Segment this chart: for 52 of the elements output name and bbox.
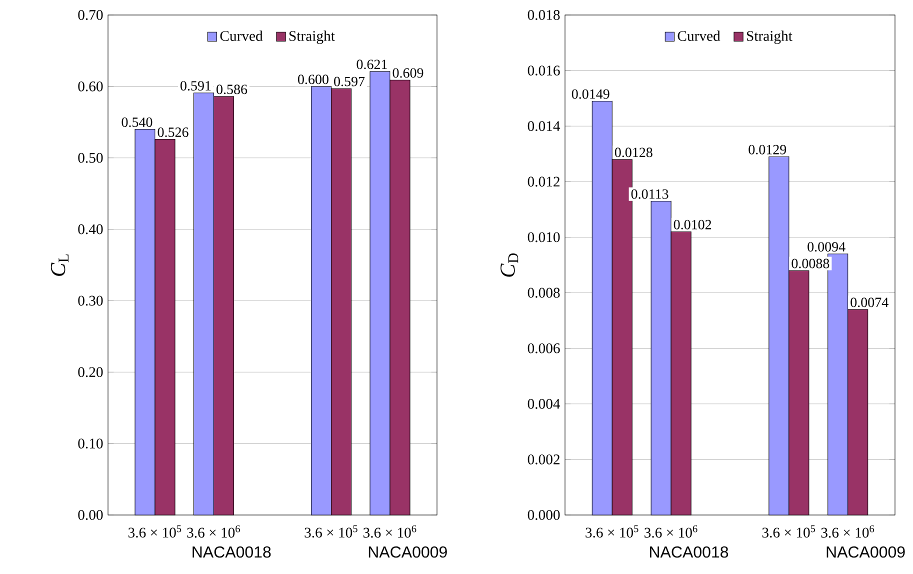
data-label: 0.0128 xyxy=(614,148,652,158)
y-axis-title: C$_{D}$ xyxy=(500,253,518,277)
data-label: 0.0149 xyxy=(572,89,610,99)
y-axis-title: C$_{L}$ xyxy=(50,254,68,276)
y-tick-label: 0.20 xyxy=(78,367,103,378)
y-tick-label: 0.016 xyxy=(528,66,560,76)
text: NACA0018 xyxy=(650,546,728,558)
y-tick-label: 0.006 xyxy=(528,343,560,354)
data-label: 0.0129 xyxy=(748,144,786,154)
data-label: 0.609 xyxy=(392,68,424,78)
y-tick-label: 0.012 xyxy=(528,176,560,187)
y-tick-label: 0.014 xyxy=(528,121,560,132)
x-tick-label: 3.6 × 10$^{6}$ xyxy=(821,525,874,538)
y-tick-label: 0.40 xyxy=(78,224,103,234)
y-tick-label: 0.002 xyxy=(528,454,560,464)
y-tick-label: 0.008 xyxy=(528,288,560,298)
y-tick-label: 0.004 xyxy=(528,398,560,409)
text: NACA0009 xyxy=(368,546,447,558)
data-label: 0.586 xyxy=(216,84,248,94)
data-label: 0.621 xyxy=(356,60,387,70)
data-label: 0.540 xyxy=(122,118,152,128)
x-tick-label: 3.6 × 10$^{5}$ xyxy=(128,525,182,538)
y-tick-label: 0.30 xyxy=(78,296,103,306)
x-tick-label: 3.6 × 10$^{6}$ xyxy=(187,525,240,538)
data-label: 0.597 xyxy=(334,76,365,86)
data-label: 0.591 xyxy=(180,81,211,91)
data-label: 0.0074 xyxy=(850,298,888,308)
y-tick-label: 0.018 xyxy=(528,10,560,20)
legend-label: Curved xyxy=(220,30,263,41)
x-tick-label: 3.6 × 10$^{5}$ xyxy=(762,525,816,538)
y-tick-label: 0.10 xyxy=(78,438,103,449)
legend-label: Curved xyxy=(678,30,720,41)
x-tick-label: 3.6 × 10$^{6}$ xyxy=(364,525,416,538)
y-tick-label: 0.70 xyxy=(78,10,103,20)
y-tick-label: 0.000 xyxy=(528,510,560,520)
y-tick-label: 0.50 xyxy=(78,152,103,163)
data-label: 0.0113 xyxy=(631,189,668,199)
data-label: 0.0102 xyxy=(674,220,712,230)
x-tick-label: 3.6 × 10$^{5}$ xyxy=(304,525,358,538)
data-label: 0.600 xyxy=(298,74,328,84)
legend-label: Straight xyxy=(746,30,792,44)
y-tick-label: 0.60 xyxy=(78,81,103,92)
legend-label: Straight xyxy=(289,30,335,44)
text: NACA0018 xyxy=(192,546,271,558)
data-label: 0.0088 xyxy=(792,258,830,268)
x-tick-label: 3.6 × 10$^{6}$ xyxy=(644,525,698,538)
data-label: 0.0094 xyxy=(808,242,846,252)
y-tick-label: 0.010 xyxy=(528,232,560,242)
y-tick-label: 0.00 xyxy=(78,510,103,520)
text: NACA0009 xyxy=(826,546,905,558)
x-tick-label: 3.6 × 10$^{5}$ xyxy=(586,525,638,538)
data-label: 0.526 xyxy=(158,128,188,138)
